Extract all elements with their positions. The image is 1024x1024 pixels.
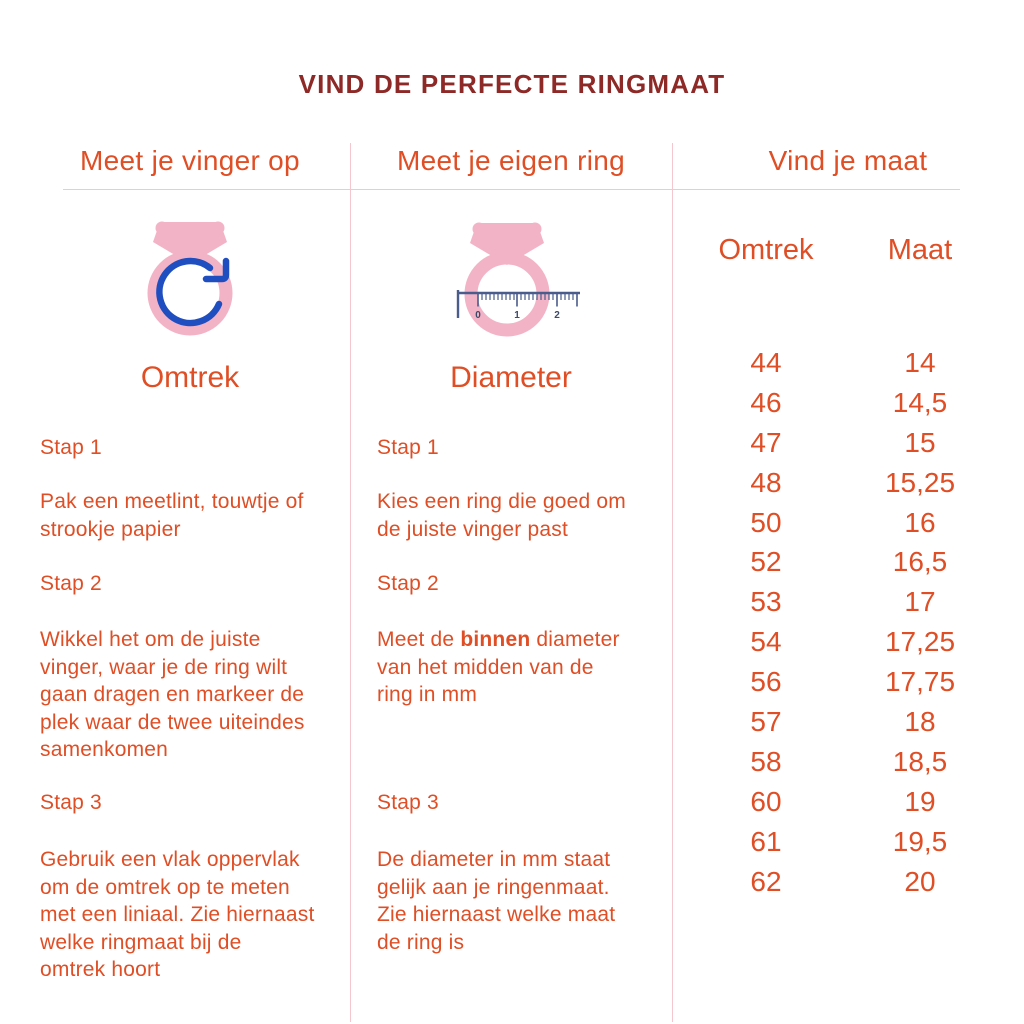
col2-step2-pre: Meet de [377, 628, 461, 651]
size-table-row: 57 18 [672, 702, 980, 742]
col1-step1-text: Pak een meetlint, touwtje of strookje pa… [40, 490, 304, 541]
ruler-label-2: 2 [554, 310, 560, 321]
column-divider [350, 143, 351, 1022]
maat-value: 14 [904, 346, 936, 378]
omtrek-value: 46 [750, 386, 782, 418]
column-header-find-size: Vind je maat [768, 145, 928, 176]
col2-step1-label: Stap 1 [377, 436, 439, 459]
omtrek-value: 58 [750, 745, 782, 777]
maat-value: 20 [904, 865, 936, 897]
omtrek-value: 53 [750, 586, 782, 618]
maat-value: 15 [904, 426, 936, 458]
col2-step2-post: diameter van het midden van de ring in m… [377, 628, 620, 706]
omtrek-value: 60 [750, 785, 782, 817]
maat-value: 19 [904, 785, 936, 817]
col1-step3-label: Stap 3 [40, 791, 102, 814]
maat-value: 16,5 [892, 546, 948, 578]
size-table-row: 52 16,5 [672, 542, 980, 582]
header-underline [63, 189, 960, 190]
omtrek-value: 52 [750, 546, 782, 578]
size-table-header: Omtrek Maat [672, 234, 980, 267]
size-table-row: 58 18,5 [672, 742, 980, 782]
size-table-row: 62 20 [672, 862, 980, 902]
col1-step2-text: Wikkel het om de juiste vinger, waar je … [40, 628, 305, 761]
omtrek-value: 47 [750, 426, 782, 458]
size-table-header-maat: Maat [887, 234, 953, 266]
size-table-row: 60 19 [672, 782, 980, 822]
col1-step3-text: Gebruik een vlak oppervlak om de omtrek … [40, 848, 315, 981]
ring-diameter-icon: 0 1 2 [456, 222, 580, 337]
column-header-measure-ring: Meet je eigen ring [397, 145, 625, 176]
size-table-row: 54 17,25 [672, 622, 980, 662]
maat-value: 18 [904, 705, 936, 737]
size-table-row: 56 17,75 [672, 662, 980, 702]
ring-circumference-icon [147, 221, 233, 336]
omtrek-value: 56 [750, 666, 782, 698]
col1-step1-label: Stap 1 [40, 436, 102, 459]
col2-step2-label: Stap 2 [377, 572, 439, 595]
size-table-row: 47 15 [672, 423, 980, 463]
ruler-graphic [456, 290, 580, 318]
method-label-omtrek: Omtrek [140, 361, 240, 394]
omtrek-value: 61 [750, 825, 782, 857]
maat-value: 17,25 [884, 626, 956, 658]
maat-value: 16 [904, 506, 936, 538]
size-table: 44 14 46 14,5 47 15 48 15,25 50 16 52 16… [672, 343, 980, 901]
maat-value: 17 [904, 586, 936, 618]
page-title: VIND DE PERFECTE RINGMAAT [298, 69, 726, 99]
column-divider [672, 143, 673, 1022]
omtrek-value: 48 [750, 466, 782, 498]
col2-step2-text: Meet de binnen diameter van het midden v… [377, 626, 620, 709]
omtrek-value: 54 [750, 626, 782, 658]
method-label-diameter: Diameter [450, 361, 572, 394]
maat-value: 18,5 [892, 745, 948, 777]
omtrek-value: 62 [750, 865, 782, 897]
omtrek-value: 57 [750, 705, 782, 737]
maat-value: 15,25 [884, 466, 956, 498]
size-table-row: 50 16 [672, 503, 980, 543]
column-header-measure-finger: Meet je vinger op [80, 145, 300, 176]
size-table-row: 46 14,5 [672, 383, 980, 423]
omtrek-value: 50 [750, 506, 782, 538]
ruler-label-0: 0 [475, 310, 481, 321]
col2-step2-bold-word: binnen [460, 628, 531, 651]
maat-value: 14,5 [892, 386, 948, 418]
size-table-header-omtrek: Omtrek [718, 234, 814, 266]
maat-value: 19,5 [892, 825, 948, 857]
maat-value: 17,75 [884, 666, 956, 698]
size-table-row: 48 15,25 [672, 463, 980, 503]
size-table-row: 61 19,5 [672, 822, 980, 862]
col2-step1-text: Kies een ring die goed om de juiste ving… [377, 490, 626, 541]
size-table-row: 53 17 [672, 582, 980, 622]
col2-step3-text: De diameter in mm staat gelijk aan je ri… [377, 848, 616, 954]
size-table-row: 44 14 [672, 343, 980, 383]
ruler-label-1: 1 [514, 310, 520, 321]
col2-step3-label: Stap 3 [377, 791, 439, 814]
col1-step2-label: Stap 2 [40, 572, 102, 595]
omtrek-value: 44 [750, 346, 782, 378]
